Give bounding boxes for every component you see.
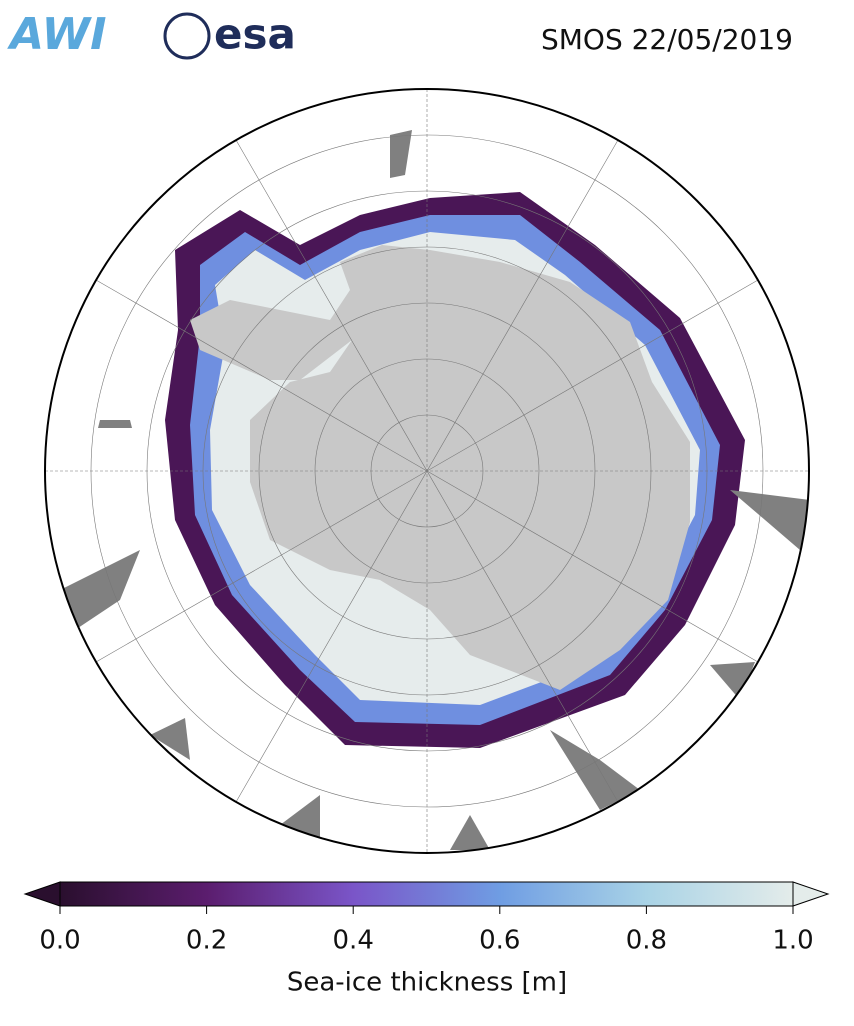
colorbar-extension xyxy=(792,881,830,907)
esa-logo: esa xyxy=(214,10,296,59)
map-frame xyxy=(44,88,810,854)
antarctica xyxy=(190,245,690,690)
colorbar-label: Sea-ice thickness [m] xyxy=(287,968,567,998)
map-title: SMOS 22/05/2019 xyxy=(541,23,793,56)
graticule xyxy=(45,89,809,853)
colorbar xyxy=(23,881,830,914)
map xyxy=(45,89,809,853)
awi-logo: AWI xyxy=(7,9,107,60)
colorbar-tick-label: 1.0 xyxy=(772,926,813,956)
colorbar-tick-label: 0.8 xyxy=(626,926,667,956)
colorbar-body xyxy=(59,881,794,907)
colorbar-tick-label: 0.6 xyxy=(479,926,520,956)
land-mask xyxy=(60,130,809,850)
colorbar-tick-label: 0.2 xyxy=(186,926,227,956)
colorbar-tick-label: 0.4 xyxy=(333,926,374,956)
colorbar-tick-label: 0.0 xyxy=(39,926,80,956)
esa-logo-mark xyxy=(163,12,211,60)
colorbar-extension xyxy=(23,881,61,907)
